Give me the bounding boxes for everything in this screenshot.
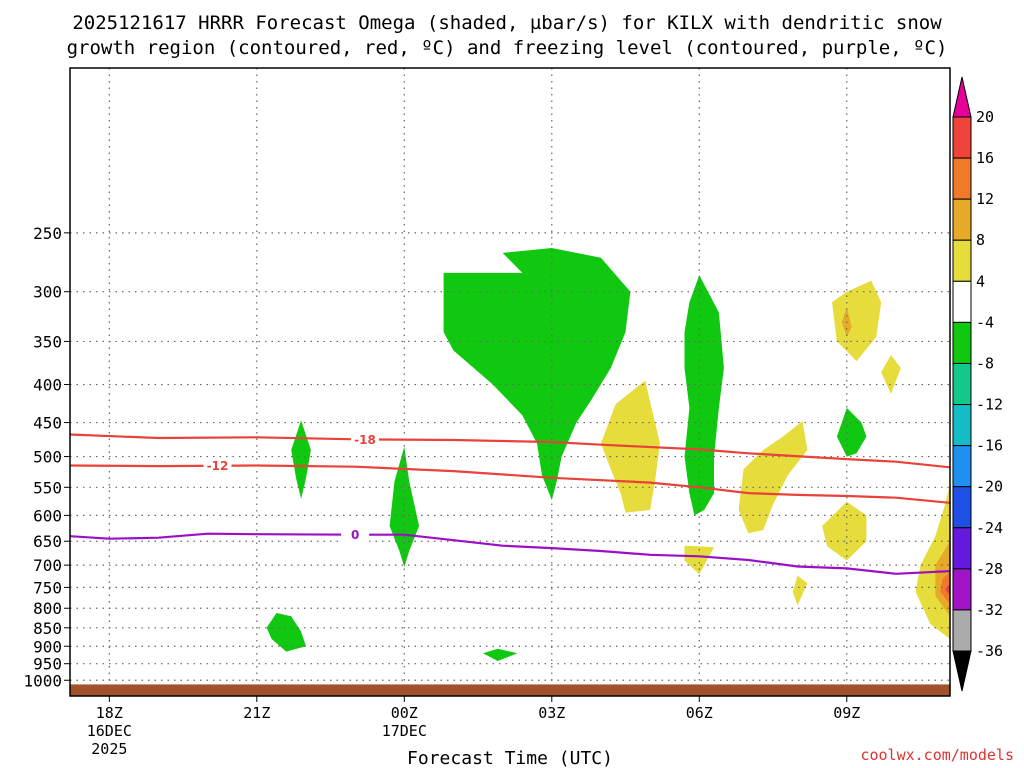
chart-title-line-1: 2025121617 HRRR Forecast Omega (shaded, … bbox=[72, 12, 942, 34]
xtick-label-21Z: 21Z bbox=[243, 704, 270, 722]
colorbar-label-12: 12 bbox=[976, 190, 994, 208]
colorbar-label-20: 20 bbox=[976, 108, 994, 126]
xtick-label-09Z: 09Z bbox=[833, 704, 860, 722]
colorbar-label--8: -8 bbox=[976, 354, 994, 372]
colorbar-box-0 bbox=[952, 116, 972, 159]
x-axis-title: Forecast Time (UTC) bbox=[407, 748, 613, 768]
ytick-label-950: 950 bbox=[33, 655, 62, 674]
ytick-label-700: 700 bbox=[33, 556, 62, 575]
colorbar-box-1 bbox=[952, 157, 972, 200]
colorbar-label-4: 4 bbox=[976, 272, 985, 290]
contour-line-0 bbox=[70, 433, 950, 469]
contour-line-2 bbox=[70, 532, 950, 575]
colorbar-label--20: -20 bbox=[976, 478, 1003, 496]
colorbar-box-10 bbox=[952, 527, 972, 570]
colorbar-box-8 bbox=[952, 445, 972, 488]
omega-region-3 bbox=[389, 446, 420, 567]
omega-region-13 bbox=[792, 575, 808, 606]
omega-region-10 bbox=[881, 355, 901, 395]
colorbar-box-3 bbox=[952, 239, 972, 282]
ytick-label-550: 550 bbox=[33, 478, 62, 497]
colorbar-box-12 bbox=[952, 609, 972, 652]
omega-region-0 bbox=[443, 248, 631, 500]
ytick-label-1000: 1000 bbox=[23, 671, 62, 690]
xtick-sublabel-00Z: 17DEC bbox=[382, 722, 427, 740]
colorbar-box-7 bbox=[952, 404, 972, 447]
ytick-label-600: 600 bbox=[33, 506, 62, 525]
colorbar-label--36: -36 bbox=[976, 642, 1003, 660]
colorbar-label-16: 16 bbox=[976, 149, 994, 167]
xtick-label-06Z: 06Z bbox=[686, 704, 713, 722]
ytick-label-450: 450 bbox=[33, 414, 62, 433]
omega-region-17 bbox=[940, 572, 950, 605]
contour-label-0: -18 bbox=[354, 433, 376, 447]
pressure-axis: 2503003504004505005506006507007508008509… bbox=[23, 224, 70, 690]
omega-region-5 bbox=[483, 648, 518, 661]
colorbar-label-8: 8 bbox=[976, 231, 985, 249]
ytick-label-800: 800 bbox=[33, 599, 62, 618]
colorbar-box-11 bbox=[952, 568, 972, 611]
ytick-label-850: 850 bbox=[33, 619, 62, 638]
colorbar-box-9 bbox=[952, 486, 972, 529]
contour-lines: -18 -12 0 bbox=[70, 431, 950, 575]
xtick-label-03Z: 03Z bbox=[538, 704, 565, 722]
omega-region-1 bbox=[684, 275, 724, 516]
plot-frame bbox=[69, 67, 951, 697]
ytick-label-300: 300 bbox=[33, 283, 62, 302]
colorbar-box-2 bbox=[952, 198, 972, 241]
ground-fill bbox=[70, 684, 950, 696]
colorbar-label--28: -28 bbox=[976, 560, 1003, 578]
ytick-label-350: 350 bbox=[33, 332, 62, 351]
ytick-label-750: 750 bbox=[33, 578, 62, 597]
omega-region-4 bbox=[266, 613, 306, 652]
ytick-label-900: 900 bbox=[33, 637, 62, 656]
omega-region-2 bbox=[291, 420, 311, 499]
colorbar-label--32: -32 bbox=[976, 601, 1003, 619]
colorbar-label--16: -16 bbox=[976, 437, 1003, 455]
colorbar-box-4 bbox=[952, 280, 972, 323]
colorbar-box-6 bbox=[952, 362, 972, 406]
colorbar: 20 16 12 8 4 -4 -8 -12 -16 -20 -24 -28 -32 -36 bbox=[952, 76, 1003, 692]
xtick-sublabel-18Z: 16DEC bbox=[87, 722, 132, 740]
contour-label-2: 0 bbox=[351, 528, 359, 542]
chart-title-line-2: growth region (contoured, red, ºC) and f… bbox=[67, 37, 948, 59]
omega-region-6 bbox=[836, 407, 867, 457]
grid-lines bbox=[70, 68, 950, 696]
credit-text[interactable]: coolwx.com/models bbox=[860, 746, 1014, 764]
omega-region-18 bbox=[945, 583, 950, 596]
xtick-label-00Z: 00Z bbox=[391, 704, 418, 722]
contour-label-1: -12 bbox=[207, 459, 229, 473]
colorbar-box-5 bbox=[952, 321, 972, 364]
contour-label-bg-2 bbox=[341, 526, 370, 543]
plot-area: -18 -12 0 bbox=[70, 68, 950, 696]
ytick-label-500: 500 bbox=[33, 448, 62, 467]
ground-layer bbox=[70, 684, 950, 696]
colorbar-label--4: -4 bbox=[976, 313, 994, 331]
ytick-label-400: 400 bbox=[33, 376, 62, 395]
xtick-label-18Z: 18Z bbox=[96, 704, 123, 722]
ytick-label-250: 250 bbox=[33, 224, 62, 243]
omega-region-12 bbox=[684, 545, 714, 575]
colorbar-label--24: -24 bbox=[976, 519, 1003, 537]
omega-region-8 bbox=[738, 421, 808, 534]
xtick-year-18Z: 2025 bbox=[91, 740, 127, 758]
contour-label-bg-0 bbox=[350, 431, 379, 448]
contour-label-bg-1 bbox=[203, 457, 232, 474]
ytick-label-650: 650 bbox=[33, 532, 62, 551]
colorbar-label--12: -12 bbox=[976, 396, 1003, 414]
colorbar-bottom-arrow bbox=[952, 650, 972, 692]
contour-line-1 bbox=[70, 464, 950, 504]
omega-region-11 bbox=[822, 501, 867, 561]
